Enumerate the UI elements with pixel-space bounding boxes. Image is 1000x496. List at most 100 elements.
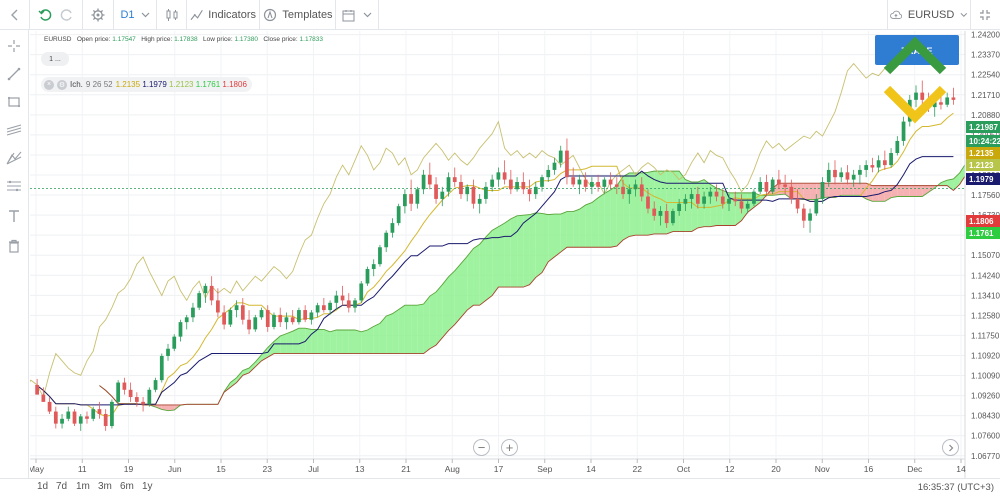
broker-logo-icon — [883, 36, 947, 124]
price-tag-background — [966, 227, 1000, 239]
cloud-upload-icon — [890, 10, 902, 19]
kumo-cloud — [834, 183, 842, 198]
candle-body — [658, 211, 663, 216]
candle-body — [309, 312, 314, 320]
open-value: 1.17547 — [112, 36, 136, 43]
candle-body — [465, 186, 470, 195]
period-button-3m[interactable]: 3m — [98, 481, 112, 492]
candle-body — [122, 382, 127, 390]
indicator-settings-icon[interactable]: ⚙ — [57, 79, 67, 90]
candle-body — [303, 310, 308, 320]
kumo-cloud — [467, 248, 474, 311]
candle-body — [920, 92, 925, 100]
candle-body — [614, 184, 619, 187]
bearish-candle — [459, 174, 463, 199]
redo-button[interactable] — [56, 0, 78, 30]
candle-body — [427, 174, 432, 185]
channel-tool[interactable] — [4, 120, 24, 140]
candle-body — [459, 182, 463, 195]
kumo-cloud — [704, 179, 711, 227]
candle-body — [53, 411, 58, 424]
price-tag: 10:24:22 — [966, 135, 1000, 147]
candle-body — [141, 401, 145, 405]
high-value: 1.17838 — [174, 36, 198, 43]
delete-drawings-tool[interactable] — [4, 236, 24, 256]
candle-body — [745, 203, 750, 209]
undo-button[interactable] — [34, 0, 56, 30]
rectangle-tool[interactable] — [4, 92, 24, 112]
kumo-cloud — [323, 329, 331, 354]
settings-button[interactable] — [86, 0, 110, 30]
bullish-candle — [371, 259, 376, 277]
bullish-candle — [66, 406, 71, 422]
bearish-candle — [502, 160, 507, 185]
timeframe-select[interactable]: D1 — [116, 0, 154, 30]
candle-body — [914, 92, 918, 100]
kumo-cloud — [392, 309, 399, 354]
price-tag-background — [966, 121, 1000, 133]
indicator-params: 9 26 52 — [85, 80, 113, 89]
candle-body — [496, 172, 501, 180]
candle-body — [203, 285, 208, 294]
y-tick-label: 1.06770 — [971, 452, 1000, 461]
chart-type-button[interactable] — [160, 0, 184, 30]
text-tool[interactable] — [4, 206, 24, 226]
crosshair-tool[interactable] — [4, 36, 24, 56]
bearish-candle — [53, 406, 58, 429]
candle-body — [153, 380, 158, 390]
interval-pill[interactable]: 1 ... — [41, 52, 69, 66]
close-indicator-icon[interactable]: × — [44, 79, 54, 90]
candle-body — [353, 300, 357, 308]
bearish-candle — [951, 87, 956, 105]
back-button[interactable] — [2, 0, 28, 30]
high-label: High price: — [141, 36, 173, 43]
fullscreen-button[interactable] — [972, 0, 998, 30]
logo-chevron-up — [883, 36, 947, 75]
kumo-cloud — [647, 171, 655, 236]
zoom-out-button[interactable]: − — [473, 439, 490, 456]
kumo-cloud — [398, 305, 405, 354]
symbol-select[interactable]: EURUSD — [890, 0, 968, 30]
bullish-candle — [147, 387, 152, 407]
zoom-in-button[interactable]: + — [501, 439, 518, 456]
trendline-tool[interactable] — [4, 64, 24, 84]
kumo-cloud — [448, 270, 455, 331]
candle-body — [596, 182, 600, 187]
candle-body — [421, 174, 426, 190]
period-button-1d[interactable]: 1d — [37, 481, 49, 492]
candle-body — [552, 162, 557, 170]
templates-button[interactable]: Templates — [263, 0, 333, 30]
pitchfork-tool[interactable] — [4, 148, 24, 168]
period-button-1y[interactable]: 1y — [142, 481, 153, 492]
candle-body — [278, 314, 283, 323]
bullish-candle — [708, 186, 713, 204]
bullish-candle — [178, 319, 183, 342]
candle-body — [708, 191, 713, 197]
bearish-candle — [621, 179, 625, 199]
candle-body — [577, 179, 582, 185]
calendar-button[interactable] — [338, 0, 376, 30]
x-tick-label: 17 — [494, 464, 504, 474]
bullish-candle — [315, 302, 320, 318]
period-button-1m[interactable]: 1m — [76, 481, 90, 492]
kumo-cloud — [573, 209, 580, 248]
indicators-button[interactable]: Indicators — [190, 0, 256, 30]
period-button-7d[interactable]: 7d — [56, 481, 68, 492]
bullish-candle — [770, 177, 775, 195]
bullish-candle — [702, 191, 706, 209]
x-tick-label: 16 — [864, 464, 874, 474]
kumo-cloud — [510, 215, 518, 288]
price-tag-label: 1.1806 — [969, 217, 994, 226]
senkou-span-b-line — [99, 156, 967, 406]
period-button-6m[interactable]: 6m — [120, 481, 134, 492]
candle-body — [403, 194, 407, 207]
price-chart[interactable]: 1.242001.233701.225401.217101.208801.200… — [30, 31, 1000, 478]
bearish-candle — [346, 293, 351, 313]
candle-body — [91, 409, 96, 419]
scroll-right-button[interactable] — [942, 439, 959, 456]
price-tag-background — [966, 135, 1000, 147]
candle-body — [826, 169, 831, 183]
ohlc-info: EURUSD Open price: 1.17547 High price: 1… — [44, 36, 323, 43]
fibonacci-tool[interactable] — [4, 176, 24, 196]
candlestick-icon — [166, 9, 178, 21]
